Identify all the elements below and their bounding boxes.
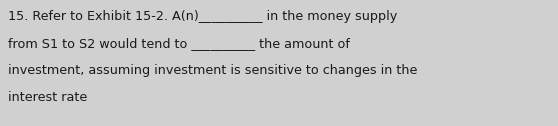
Text: interest rate: interest rate bbox=[8, 91, 87, 104]
Text: 15. Refer to Exhibit 15-2. A(n)__________ in the money supply: 15. Refer to Exhibit 15-2. A(n)_________… bbox=[8, 10, 397, 23]
Text: investment, assuming investment is sensitive to changes in the: investment, assuming investment is sensi… bbox=[8, 64, 417, 77]
Text: from S1 to S2 would tend to __________ the amount of: from S1 to S2 would tend to __________ t… bbox=[8, 37, 350, 50]
